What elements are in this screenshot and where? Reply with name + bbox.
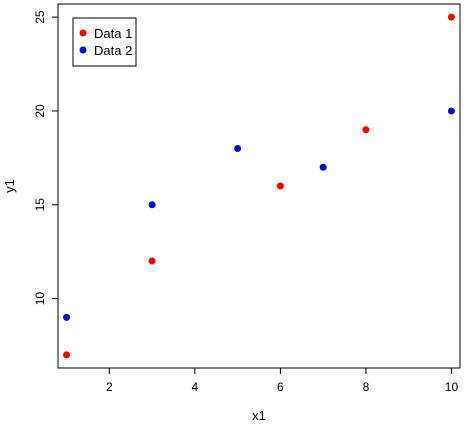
x-tick-label-2: 2 — [106, 380, 113, 394]
point-series-2-2 — [148, 201, 156, 209]
y-tick-label-15: 15 — [33, 198, 47, 212]
legend-marker-data-2 — [79, 46, 87, 54]
point-series-2-3 — [234, 144, 242, 152]
plot-frame — [57, 3, 461, 369]
x-tick-label-4: 4 — [192, 380, 199, 394]
x-tick-label-6: 6 — [277, 380, 284, 394]
x-tick-label-8: 8 — [363, 380, 370, 394]
point-series-1-2 — [148, 257, 156, 265]
y-axis: 10 15 20 25 — [33, 10, 58, 305]
legend-label-data-2: Data 2 — [94, 43, 132, 58]
point-series-1-5 — [447, 13, 455, 21]
legend-box — [72, 17, 137, 67]
legend-label-data-1: Data 1 — [94, 26, 132, 41]
x-tick-label-10: 10 — [445, 380, 459, 394]
point-series-2-1 — [63, 313, 71, 321]
y-axis-label: y1 — [2, 179, 17, 193]
x-axis-label: x1 — [252, 408, 266, 423]
x-axis: 2 4 6 8 10 — [106, 368, 458, 394]
y-tick-label-25: 25 — [33, 10, 47, 24]
point-series-1-3 — [276, 182, 284, 190]
point-series-2-4 — [319, 163, 327, 171]
point-series-2-5 — [447, 107, 455, 115]
point-series-1-4 — [362, 126, 370, 134]
legend-marker-data-1 — [79, 29, 87, 37]
point-series-1-1 — [63, 351, 71, 359]
data-points — [63, 13, 455, 359]
y-tick-label-10: 10 — [33, 292, 47, 306]
y-tick-label-20: 20 — [33, 104, 47, 118]
legend: Data 1 Data 2 — [72, 17, 137, 67]
